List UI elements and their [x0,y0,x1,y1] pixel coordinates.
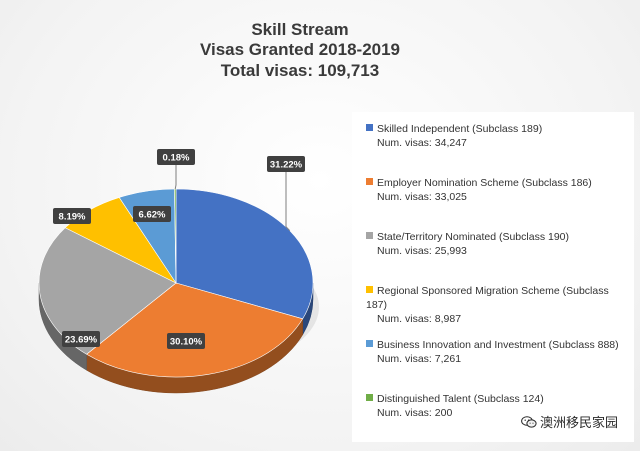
data-label-box-0 [267,156,305,172]
data-label-2: 23.69% [65,335,98,346]
legend-item-4: Business Innovation and Investment (Subc… [366,338,628,366]
legend-count-4: Num. visas: 7,261 [377,353,462,365]
wechat-icon [521,416,537,428]
data-label-box-2 [62,331,100,347]
legend: Skilled Independent (Subclass 189) Num. v… [352,112,634,442]
data-label-0: 31.22% [270,160,303,171]
data-label-box-1 [167,333,205,349]
legend-item-2: State/Territory Nominated (Subclass 190)… [366,230,628,258]
legend-item-3: Regional Sponsored Migration Scheme (Sub… [366,284,628,326]
legend-count-2: Num. visas: 25,993 [377,245,467,257]
legend-count-1: Num. visas: 33,025 [377,191,467,203]
legend-swatch-5 [366,394,373,401]
data-label-box-5 [157,149,195,165]
data-label-4: 6.62% [139,210,166,221]
watermark-text: 澳洲移民家园 [540,415,619,430]
chart-total: Total visas: 109,713 [220,61,380,80]
legend-label-5: Distinguished Talent (Subclass 124) [377,393,544,405]
legend-label-4: Business Innovation and Investment (Subc… [377,339,619,351]
pie-slice-1 [86,282,304,378]
legend-swatch-0 [366,124,373,131]
legend-swatch-2 [366,232,373,239]
legend-item-1: Employer Nomination Scheme (Subclass 186… [366,176,628,204]
legend-label-1: Employer Nomination Scheme (Subclass 186… [377,177,592,189]
data-label-1: 30.10% [170,337,203,348]
legend-item-0: Skilled Independent (Subclass 189) Num. v… [366,122,628,150]
leader-line-5 [174,165,177,190]
legend-swatch-1 [366,178,373,185]
watermark: 澳洲移民家园 [521,412,618,431]
pie-slice-0 [175,188,314,320]
legend-swatch-4 [366,340,373,347]
data-label-box-3 [53,208,91,224]
data-label-3: 8.19% [59,212,86,223]
chart-title: Skill Stream [251,20,349,39]
legend-label-0: Skilled Independent (Subclass 189) [377,123,543,135]
legend-count-3: Num. visas: 8,987 [377,313,462,325]
data-label-5: 0.18% [163,153,190,164]
data-label-box-4 [133,206,171,222]
chart-subtitle: Visas Granted 2018-2019 [199,40,401,59]
legend-item-5: Distinguished Talent (Subclass 124) Num. … [366,392,628,420]
legend-label-2: State/Territory Nominated (Subclass 190) [377,231,569,243]
legend-count-5: Num. visas: 200 [377,407,453,419]
leader-line-0 [285,172,291,232]
legend-label-3: Regional Sponsored Migration Scheme (Sub… [366,285,609,311]
legend-swatch-3 [366,286,373,293]
legend-count-0: Num. visas: 34,247 [377,137,467,149]
